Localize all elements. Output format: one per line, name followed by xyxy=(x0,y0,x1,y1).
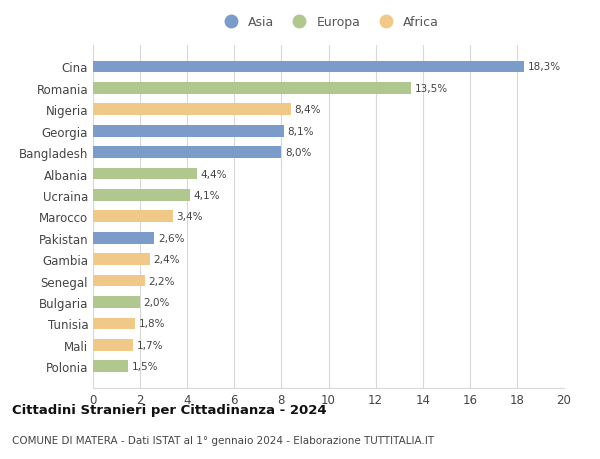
Bar xyxy=(93,339,133,351)
Text: 3,4%: 3,4% xyxy=(176,212,203,222)
Bar xyxy=(93,104,291,116)
Bar xyxy=(93,318,136,330)
Bar xyxy=(93,232,154,244)
Bar xyxy=(93,126,284,137)
Text: COMUNE DI MATERA - Dati ISTAT al 1° gennaio 2024 - Elaborazione TUTTITALIA.IT: COMUNE DI MATERA - Dati ISTAT al 1° genn… xyxy=(12,435,434,445)
Text: 1,8%: 1,8% xyxy=(139,319,166,329)
Bar xyxy=(93,190,190,202)
Text: 1,5%: 1,5% xyxy=(132,361,158,371)
Text: Cittadini Stranieri per Cittadinanza - 2024: Cittadini Stranieri per Cittadinanza - 2… xyxy=(12,403,326,416)
Text: 13,5%: 13,5% xyxy=(415,84,448,94)
Text: 1,7%: 1,7% xyxy=(137,340,163,350)
Text: 8,0%: 8,0% xyxy=(285,148,311,158)
Bar xyxy=(93,297,140,308)
Bar xyxy=(93,254,149,265)
Bar xyxy=(93,211,173,223)
Bar xyxy=(93,147,281,159)
Text: 2,6%: 2,6% xyxy=(158,233,184,243)
Bar xyxy=(93,83,411,95)
Text: 2,4%: 2,4% xyxy=(153,255,179,264)
Text: 2,0%: 2,0% xyxy=(143,297,170,308)
Bar xyxy=(93,62,524,73)
Text: 18,3%: 18,3% xyxy=(527,62,560,73)
Text: 4,1%: 4,1% xyxy=(193,190,220,201)
Bar xyxy=(93,168,197,180)
Legend: Asia, Europa, Africa: Asia, Europa, Africa xyxy=(213,11,444,34)
Text: 8,4%: 8,4% xyxy=(295,105,321,115)
Bar xyxy=(93,275,145,287)
Text: 8,1%: 8,1% xyxy=(287,126,314,136)
Text: 2,2%: 2,2% xyxy=(148,276,175,286)
Bar xyxy=(93,361,128,372)
Text: 4,4%: 4,4% xyxy=(200,169,227,179)
